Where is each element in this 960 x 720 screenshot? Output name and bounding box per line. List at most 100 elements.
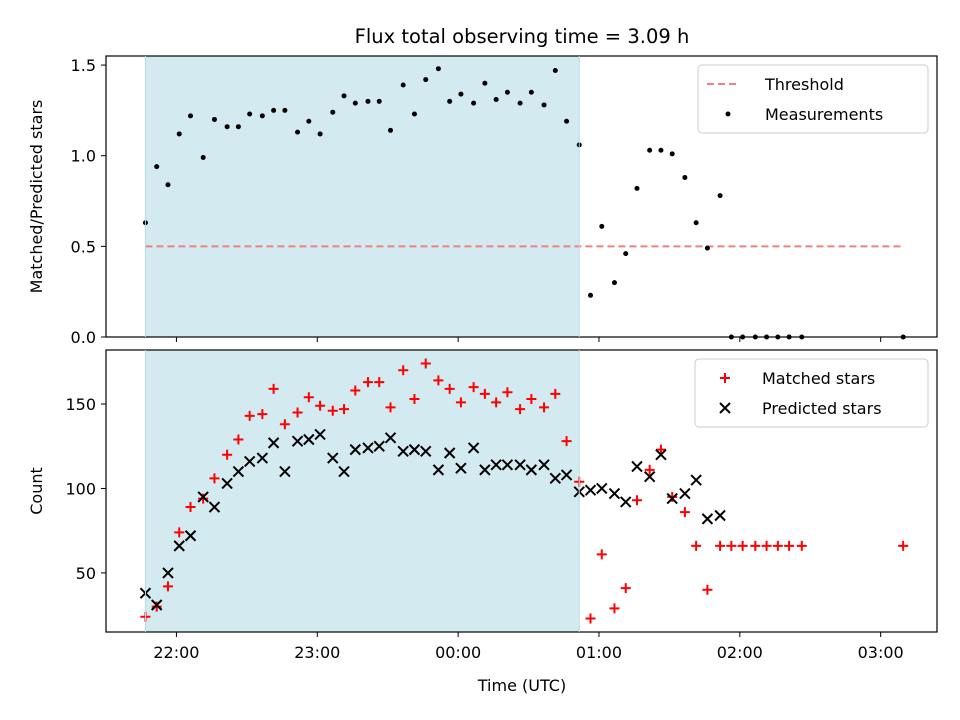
matched-stars-point	[620, 583, 631, 594]
matched-stars-point	[631, 495, 642, 506]
measurements-point	[717, 193, 723, 199]
predicted-stars-point	[538, 459, 550, 471]
predicted-stars-point	[173, 540, 185, 552]
matched-stars-point	[409, 393, 420, 404]
measurements-point	[482, 80, 488, 86]
predicted-stars-point	[620, 496, 632, 508]
predicted-stars-point	[655, 448, 667, 461]
predicted-stars-point	[479, 464, 491, 476]
predicted-stars-point	[314, 428, 326, 441]
matched-stars-point	[691, 540, 702, 551]
predicted-stars-point	[150, 599, 163, 611]
matched-stars-point	[420, 358, 431, 369]
matched-stars-point	[385, 402, 396, 413]
measurements-point	[235, 124, 241, 130]
measurements-point	[330, 109, 336, 115]
y-tick-label: 50	[76, 564, 96, 583]
predicted-stars-point	[631, 460, 643, 473]
x-tick-label: 03:00	[858, 643, 904, 662]
x-tick-label: 22:00	[153, 643, 199, 662]
measurements-point	[493, 97, 499, 103]
measurements-point	[458, 91, 464, 97]
matched-stars-point	[244, 410, 255, 421]
matched-stars-point	[209, 473, 220, 484]
counts-panel: 22:00 23:00 00:00 01:00 02:00 03:00 50 100 150 C…	[27, 349, 938, 662]
observing-window-shade	[145, 56, 580, 337]
measurements-point	[388, 127, 394, 133]
y-tick-label: 150	[65, 395, 96, 414]
matched-stars-point	[292, 407, 303, 418]
predicted-stars-point	[232, 465, 245, 478]
matched-stars-point	[784, 540, 795, 551]
x-tick-label: 01:00	[576, 643, 622, 662]
matched-stars-point	[339, 404, 350, 415]
measurements-point	[259, 113, 265, 119]
x-tick-label: 02:00	[717, 643, 763, 662]
matched-stars-point	[315, 400, 326, 411]
matched-stars-point	[726, 540, 737, 551]
y-tick-label: 1.5	[71, 56, 96, 75]
matched-stars-point	[198, 493, 209, 504]
measurements-point	[588, 292, 594, 298]
matched-stars-point	[667, 491, 678, 502]
measurements-point	[634, 185, 640, 191]
matched-stars-point	[761, 540, 772, 551]
ratio-axes-frame	[105, 55, 938, 338]
matched-stars-point	[715, 540, 726, 551]
predicted-stars-point	[560, 469, 573, 481]
measurements-point	[471, 100, 477, 106]
matched-stars-point	[174, 527, 185, 538]
predicted-stars-point	[243, 455, 256, 468]
measurements-point	[271, 107, 277, 113]
matched-stars-point	[257, 409, 268, 420]
measurements-point	[423, 77, 429, 83]
predicted-stars-point	[197, 491, 209, 503]
measurements-point	[552, 68, 558, 74]
predicted-stars-point	[420, 445, 432, 458]
matched-stars-point	[468, 382, 479, 393]
matched-stars-point	[151, 601, 162, 612]
matched-stars-point	[502, 387, 513, 398]
predicted-stars-point	[373, 440, 385, 452]
predicted-stars-point	[208, 501, 221, 513]
x-tick-label: 23:00	[294, 643, 340, 662]
predicted-stars-point	[666, 492, 678, 505]
matched-stars-point	[655, 444, 666, 455]
measurements-point	[564, 118, 570, 124]
observing-window-shade	[145, 350, 580, 632]
predicted-stars-point	[397, 445, 409, 458]
measurements-point	[611, 280, 617, 286]
measurements-point	[295, 129, 301, 135]
y-tick-label: 0.5	[71, 237, 96, 256]
measurements-point	[693, 220, 699, 226]
matched-stars-point	[737, 540, 748, 551]
counts-y-axis-label: Count	[27, 467, 46, 515]
x-tick-label: 00:00	[435, 643, 481, 662]
matched-stars-point	[585, 613, 596, 624]
matched-stars-point	[772, 540, 783, 551]
predicted-stars-point	[679, 487, 691, 500]
predicted-stars-point	[643, 470, 656, 483]
measurements-point	[541, 102, 547, 108]
predicted-stars-point	[701, 513, 714, 525]
matched-stars-point	[362, 377, 373, 388]
measurements-point	[306, 118, 312, 124]
matched-stars-point	[515, 404, 526, 415]
measurements-point	[317, 131, 323, 137]
measurements-point	[400, 82, 406, 88]
legend-label: Threshold	[764, 75, 844, 94]
predicted-stars-point	[291, 435, 304, 447]
measurements-point	[365, 98, 371, 104]
x-axis-label: Time (UTC)	[477, 676, 566, 695]
matched-stars-point	[644, 464, 655, 475]
predicted-stars-point	[690, 474, 702, 486]
predicted-stars-point	[432, 464, 445, 476]
predicted-stars-point	[267, 437, 280, 449]
matched-stars-point	[596, 549, 607, 560]
legend-predicted-stars-swatch	[719, 402, 731, 414]
predicted-stars-point	[549, 472, 562, 485]
legend-measurements-swatch	[725, 111, 731, 117]
matched-stars-point	[796, 540, 807, 551]
measurements-point	[211, 116, 217, 122]
matched-stars-point	[350, 385, 361, 396]
